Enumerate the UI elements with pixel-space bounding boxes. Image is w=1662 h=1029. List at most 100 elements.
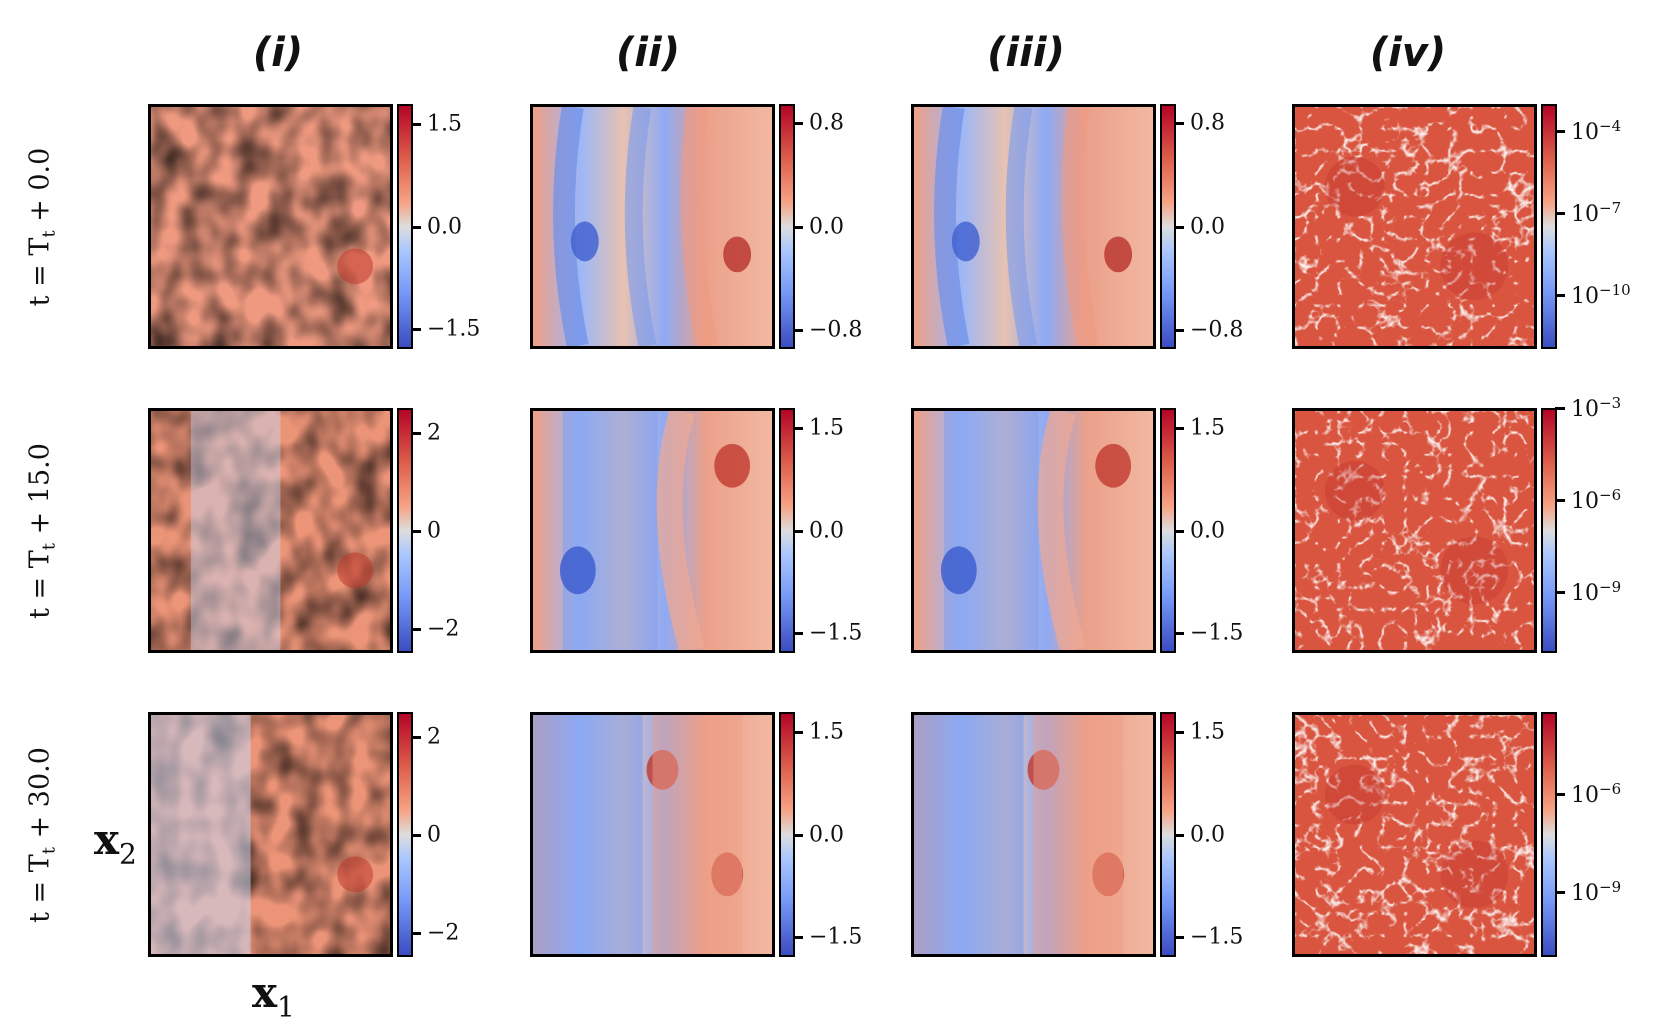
- colorbar: [1541, 408, 1557, 653]
- heatmap-panel-ii-row0: [530, 104, 775, 349]
- colorbar: [1541, 104, 1557, 349]
- colorbar-tick-label: −0.8: [809, 317, 862, 342]
- heatmap-field: [1295, 715, 1534, 954]
- row-label-2: t = Tt + 30.0: [24, 747, 59, 923]
- row-label-sub: t: [38, 846, 60, 854]
- colorbar-tick-exponent: −9: [1599, 877, 1622, 896]
- colorbar-tick-label: 0.0: [1190, 214, 1225, 239]
- colorbar-tick-mark: [793, 935, 803, 939]
- heatmap-field: [1295, 107, 1534, 346]
- colorbar-tick-mark: [411, 931, 421, 935]
- colorbar-tick-mark: [793, 225, 803, 229]
- colorbar-tick-label: −2: [427, 920, 459, 945]
- x-axis-label-sub: 1: [277, 990, 295, 1024]
- colorbar-tick-mark: [1555, 293, 1565, 297]
- colorbar-tick-text: −1.5: [427, 316, 481, 342]
- colorbar-tick-text: 1.5: [809, 719, 844, 745]
- heatmap-field: [151, 715, 390, 954]
- column-title-i: (i): [252, 30, 304, 76]
- colorbar-tick-mark: [1555, 211, 1565, 215]
- colorbar-tick-label: 0.0: [427, 214, 462, 239]
- colorbar-tick-mark: [793, 731, 803, 735]
- heatmap-panel-iii-row1: [911, 408, 1156, 653]
- row-label-prefix: t = T: [24, 853, 56, 923]
- colorbar-tick-text: 1.5: [1190, 415, 1225, 441]
- colorbar-tick-mark: [411, 833, 421, 837]
- colorbar-tick-label: 2: [427, 724, 441, 749]
- colorbar-tick-text: −1.5: [809, 620, 863, 646]
- colorbar-tick-label: 0.8: [1190, 111, 1225, 136]
- heatmap-field: [914, 715, 1153, 954]
- colorbar-tick-mark: [793, 833, 803, 837]
- colorbar-tick-text: 0.8: [1190, 110, 1225, 136]
- colorbar-tick-text: −0.8: [809, 317, 863, 343]
- colorbar-tick-label: −1.5: [427, 316, 480, 341]
- colorbar-tick-mark: [1174, 122, 1184, 126]
- colorbar-tick-label: 0.0: [809, 822, 844, 847]
- colorbar-tick-label: 10−6: [1571, 486, 1621, 514]
- colorbar-tick-text: 0.0: [1190, 214, 1225, 239]
- colorbar-tick-label: 1.5: [809, 416, 844, 441]
- colorbar-tick-text: 0: [427, 822, 441, 847]
- heatmap-field: [533, 411, 772, 650]
- colorbar-tick-mark: [1174, 529, 1184, 533]
- colorbar-tick-label: 0.0: [1190, 822, 1225, 847]
- colorbar-tick-label: 10−9: [1571, 877, 1621, 905]
- colorbar-tick-text: 10: [1571, 283, 1599, 309]
- heatmap-field: [151, 107, 390, 346]
- colorbar-tick-text: 10: [1571, 489, 1599, 515]
- heatmap-field: [533, 715, 772, 954]
- row-label-1: t = Tt + 15.0: [24, 443, 59, 619]
- colorbar-tick-text: 10: [1571, 202, 1599, 228]
- row-label-sub: t: [38, 229, 60, 238]
- colorbar-tick-mark: [1174, 935, 1184, 939]
- heatmap-field: [1295, 411, 1534, 650]
- colorbar-tick-mark: [411, 123, 421, 127]
- row-label-0: t = Tt + 0.0: [24, 147, 59, 306]
- colorbar-tick-mark: [793, 122, 803, 126]
- heatmap-panel-iii-row2: [911, 712, 1156, 957]
- colorbar-tick-mark: [1555, 498, 1565, 502]
- heatmap-panel-i-row0: [148, 104, 393, 349]
- heatmap-field: [151, 411, 390, 650]
- colorbar-tick-text: 0.0: [427, 214, 462, 239]
- colorbar-tick-text: −1.5: [809, 924, 863, 950]
- colorbar-tick-text: 0.0: [809, 214, 844, 239]
- colorbar-tick-label: 10−9: [1571, 578, 1621, 606]
- colorbar-tick-mark: [793, 631, 803, 635]
- heatmap-panel-iv-row0: [1292, 104, 1537, 349]
- colorbar-tick-label: −2: [427, 616, 459, 641]
- colorbar: [1541, 712, 1557, 957]
- colorbar-tick-label: 1.5: [1190, 720, 1225, 745]
- colorbar-tick-label: −0.8: [1190, 317, 1243, 342]
- colorbar-tick-mark: [1174, 225, 1184, 229]
- colorbar-tick-exponent: −9: [1599, 577, 1622, 596]
- colorbar-tick-mark: [1555, 130, 1565, 134]
- colorbar-tick-text: 10: [1571, 880, 1599, 906]
- colorbar-tick-mark: [411, 327, 421, 331]
- colorbar-tick-text: 10: [1571, 120, 1599, 146]
- row-label-prefix: t = T: [24, 549, 56, 619]
- colorbar-tick-mark: [411, 431, 421, 435]
- colorbar-tick-mark: [1555, 890, 1565, 894]
- colorbar-tick-label: 0: [427, 822, 441, 847]
- colorbar-tick-label: 0.0: [809, 214, 844, 239]
- colorbar-tick-label: 1.5: [1190, 416, 1225, 441]
- colorbar-tick-text: 0.0: [809, 518, 844, 543]
- x-axis-label: x1: [252, 968, 295, 1023]
- colorbar-tick-text: 1.5: [427, 111, 462, 137]
- colorbar-tick-label: −1.5: [809, 924, 862, 949]
- colorbar-tick-mark: [1174, 328, 1184, 332]
- colorbar-tick-mark: [1555, 407, 1565, 410]
- heatmap-panel-iv-row1: [1292, 408, 1537, 653]
- y-axis-label: x2: [94, 815, 137, 870]
- colorbar-tick-text: 10: [1571, 782, 1599, 808]
- colorbar-tick-text: −1.5: [1190, 924, 1244, 950]
- colorbar-tick-exponent: −3: [1599, 393, 1622, 412]
- colorbar-tick-label: 10−4: [1571, 117, 1621, 145]
- row-label-prefix: t = T: [24, 237, 56, 306]
- colorbar-tick-exponent: −6: [1599, 485, 1622, 504]
- colorbar-tick-text: −1.5: [1190, 620, 1244, 646]
- colorbar-tick-text: 2: [427, 724, 441, 749]
